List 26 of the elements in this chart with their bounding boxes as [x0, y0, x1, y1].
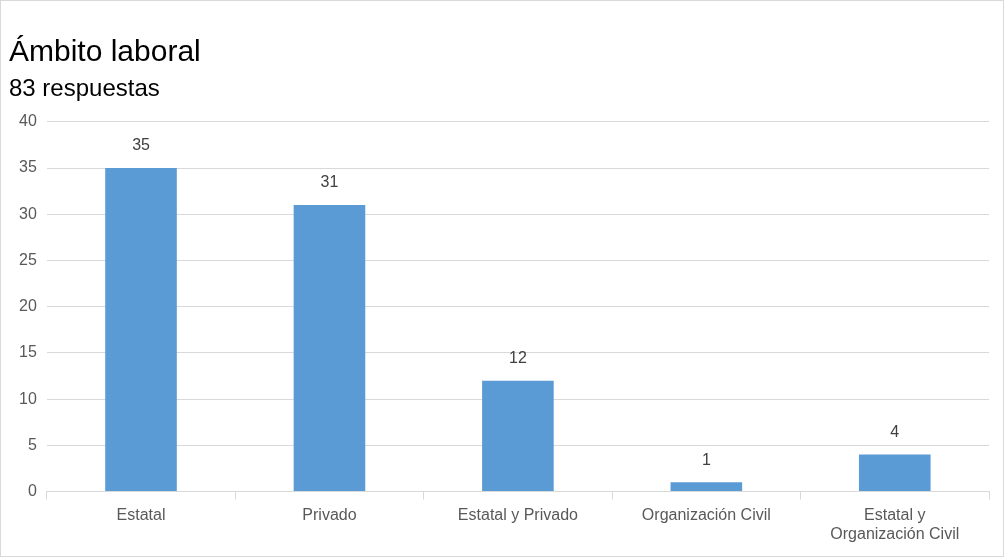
data-label: 1 — [701, 450, 711, 468]
x-tick-label: Organización Civil — [641, 505, 771, 523]
data-label: 4 — [890, 423, 900, 441]
y-tick-label: 10 — [19, 389, 37, 407]
data-label: 12 — [509, 349, 527, 367]
x-tick-label: Estatal — [116, 505, 166, 523]
x-tick-label: Privado — [302, 505, 357, 523]
x-tick-label: Estatal y Privado — [457, 505, 579, 523]
bar — [293, 205, 366, 492]
data-label: 35 — [132, 136, 151, 154]
y-tick-label: 25 — [19, 250, 37, 268]
y-tick-label: 40 — [19, 112, 37, 130]
y-tick-label: 35 — [19, 158, 37, 176]
bar — [482, 380, 554, 492]
bar — [858, 454, 931, 492]
bar — [105, 168, 177, 492]
y-tick-label: 15 — [19, 343, 37, 361]
y-tick-label: 0 — [27, 482, 37, 500]
x-tick-label: Estatal y Organización Civil — [830, 505, 960, 542]
y-tick-label: 5 — [27, 435, 37, 453]
bar — [670, 482, 743, 492]
y-tick-label: 20 — [19, 297, 37, 315]
data-label: 31 — [320, 173, 339, 191]
chart-subtitle: 83 respuestas — [9, 74, 160, 102]
y-tick-label: 30 — [19, 204, 37, 222]
chart-title: Ámbito laboral — [9, 34, 201, 68]
